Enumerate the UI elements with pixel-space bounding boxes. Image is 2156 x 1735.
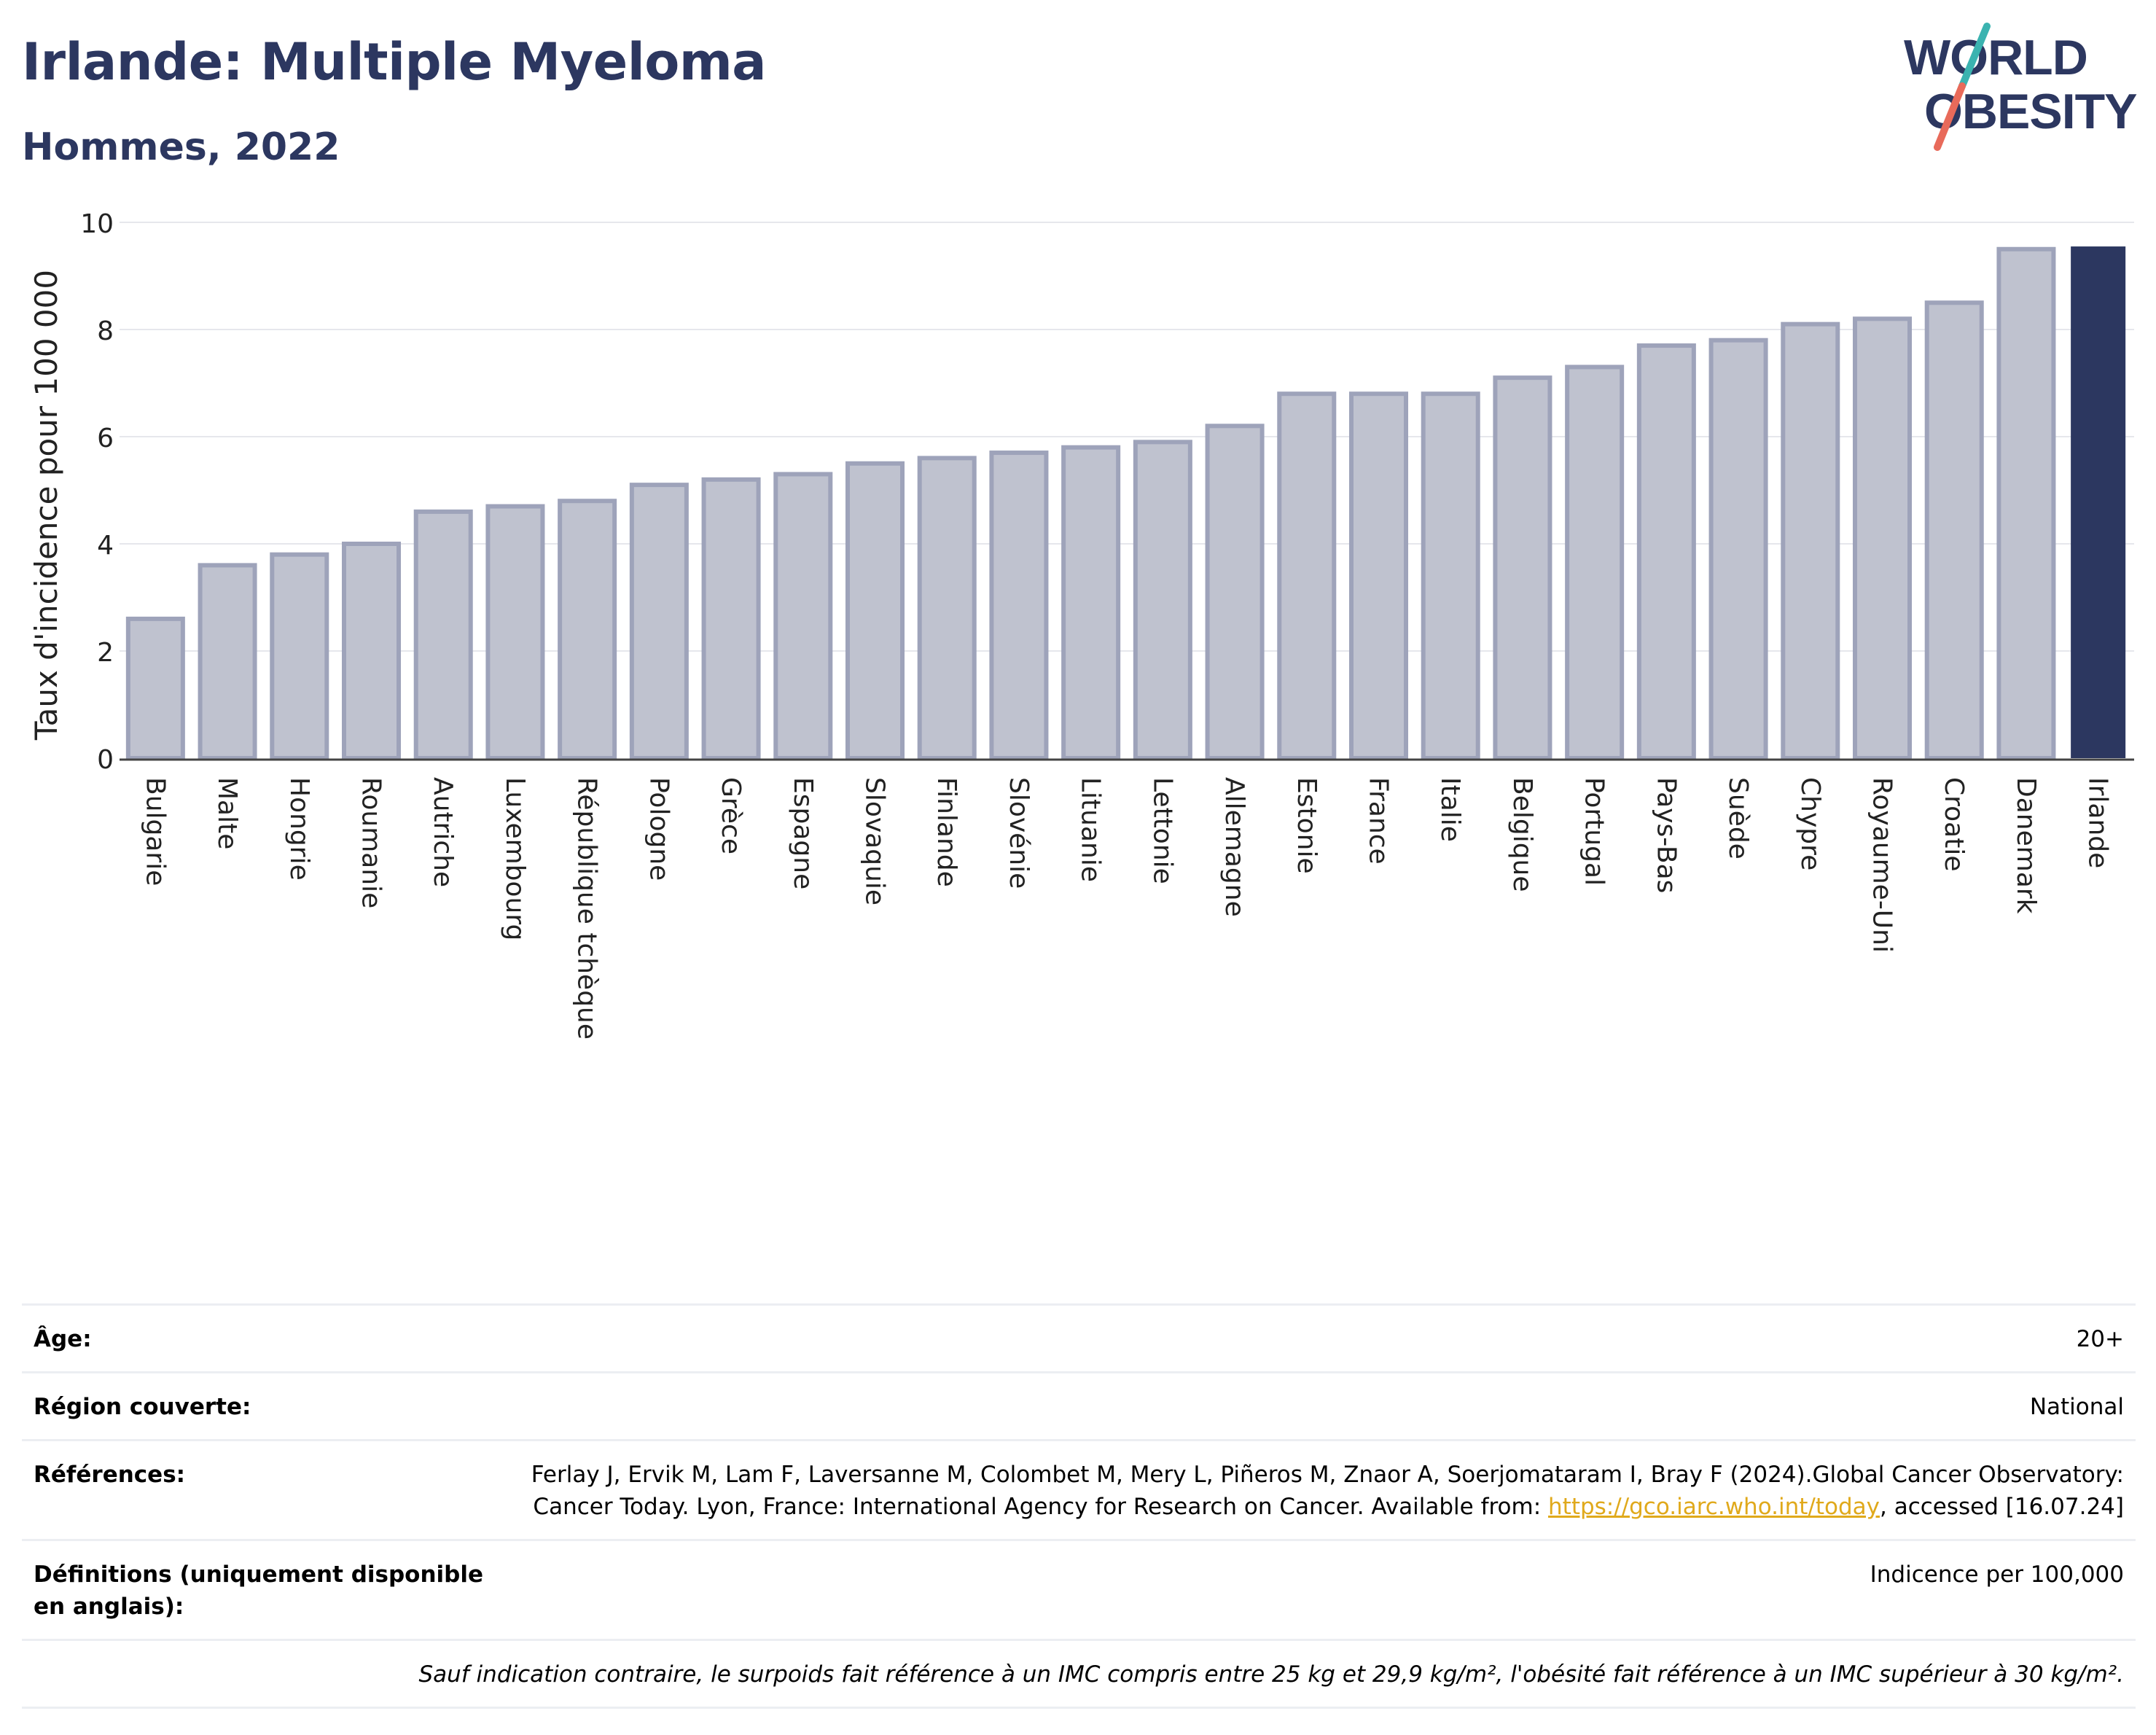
meta-def-value: Indicence per 100,000	[512, 1539, 2136, 1641]
y-tick-label: 0	[97, 745, 114, 775]
meta-region-value: National	[512, 1371, 2136, 1441]
bar-finlande	[917, 456, 977, 760]
bar-irlande	[2071, 246, 2126, 758]
meta-refs-text: Ferlay J, Ervik M, Lam F, Laversanne M, …	[531, 1462, 2124, 1520]
chart-title: Irlande: Multiple Myeloma	[22, 32, 767, 92]
bar-lituanie	[1061, 445, 1121, 760]
x-tick-label: Finlande	[931, 777, 961, 887]
logo-slash-teal	[1958, 23, 1991, 90]
chart-subtitle: Hommes, 2022	[22, 125, 340, 169]
meta-row-region: Région couverte: National	[22, 1371, 2136, 1441]
meta-refs-tail: , accessed [16.07.24]	[1879, 1494, 2124, 1520]
x-tick-label: Danemark	[2011, 777, 2041, 914]
x-tick-label: Pays-Bas	[1651, 777, 1681, 893]
metadata-table: Âge: 20+ Région couverte: National Référ…	[22, 1303, 2136, 1709]
logo-slash-coral	[1934, 82, 1966, 151]
x-tick-label: Hongrie	[284, 777, 314, 881]
bar-hongrie	[270, 552, 329, 760]
meta-row-age: Âge: 20+	[22, 1303, 2136, 1373]
bars	[125, 246, 2126, 761]
x-tick-label: Royaume-Uni	[1867, 777, 1897, 953]
y-tick-label: 10	[80, 209, 114, 239]
y-tick-label: 6	[97, 424, 114, 453]
x-tick-label: France	[1364, 777, 1394, 865]
world-obesity-logo: WORLD OBESITY	[1904, 23, 2138, 151]
meta-age-label: Âge:	[22, 1303, 512, 1373]
bar-pologne	[629, 483, 689, 760]
bar-italie	[1421, 391, 1480, 760]
bar-république-tchèque	[558, 499, 617, 760]
bar-royaume-uni	[1852, 316, 1913, 761]
bar-danemark	[1996, 246, 2056, 760]
x-tick-label: République tchèque	[572, 777, 602, 1040]
bar-grèce	[701, 477, 761, 760]
meta-row-note: Sauf indication contraire, le surpoids f…	[22, 1639, 2136, 1709]
meta-refs-link[interactable]: https://gco.iarc.who.int/today	[1548, 1494, 1880, 1520]
bar-espagne	[773, 472, 833, 760]
x-tick-label: Estonie	[1292, 777, 1321, 874]
meta-region-label: Région couverte:	[22, 1371, 512, 1441]
x-tick-label: Croatie	[1939, 777, 1969, 872]
x-tick-label: Allemagne	[1219, 777, 1249, 917]
bar-allemagne	[1205, 424, 1265, 760]
x-tick-label: Irlande	[2083, 777, 2113, 868]
bar-pays-bas	[1636, 343, 1696, 761]
y-tick-label: 2	[97, 638, 114, 668]
x-tick-label: Chypre	[1795, 777, 1825, 870]
x-tick-label: Lettonie	[1147, 777, 1177, 884]
y-tick-label: 8	[97, 316, 114, 346]
x-tick-label: Roumanie	[356, 777, 386, 908]
bar-roumanie	[341, 542, 402, 760]
bar-portugal	[1565, 364, 1625, 760]
x-tick-label: Malte	[212, 777, 242, 849]
bar-autriche	[413, 509, 473, 760]
x-tick-label: Belgique	[1507, 777, 1537, 892]
meta-refs-value: Ferlay J, Ervik M, Lam F, Laversanne M, …	[512, 1439, 2136, 1541]
x-tick-label: Pologne	[644, 777, 673, 881]
x-tick-label: Italie	[1435, 777, 1465, 842]
x-tick-label: Suède	[1723, 777, 1753, 859]
x-tick-label: Portugal	[1579, 777, 1609, 886]
x-tick-label: Grèce	[716, 777, 746, 854]
bar-slovénie	[989, 451, 1049, 760]
logo-world-text: WORLD	[1904, 30, 2087, 85]
y-tick-label: 4	[97, 531, 114, 561]
bar-slovaquie	[845, 461, 905, 760]
bar-chart: 0 2 4 6 8 10 Bulgarie Malte Hongrie Roumanie Autr…	[28, 209, 2134, 1040]
y-tick-labels: 0 2 4 6 8 10	[80, 209, 114, 775]
bar-lettonie	[1133, 440, 1192, 760]
bar-luxembourg	[485, 504, 545, 760]
x-tick-label: Slovaquie	[860, 777, 890, 905]
x-tick-label: Lituanie	[1076, 777, 1106, 882]
meta-refs-label: Références:	[22, 1439, 512, 1541]
x-tick-label: Slovénie	[1004, 777, 1034, 889]
bar-suède	[1708, 338, 1768, 760]
x-tick-label: Espagne	[788, 777, 818, 889]
meta-def-label: Définitions (uniquement disponible en an…	[22, 1539, 512, 1641]
bar-malte	[198, 563, 257, 761]
y-axis-label: Taux d'incidence pour 100 000	[28, 270, 64, 741]
bar-france	[1348, 391, 1409, 760]
x-tick-labels: Bulgarie Malte Hongrie Roumanie Autriche Luxe…	[140, 777, 2112, 1040]
meta-row-definitions: Définitions (uniquement disponible en an…	[22, 1539, 2136, 1641]
x-tick-label: Autriche	[428, 777, 458, 887]
bar-estonie	[1277, 391, 1337, 760]
x-tick-label: Bulgarie	[140, 777, 170, 886]
bar-belgique	[1493, 375, 1552, 760]
meta-age-value: 20+	[512, 1303, 2136, 1373]
bar-chypre	[1781, 321, 1840, 760]
bar-bulgarie	[125, 616, 185, 761]
meta-row-references: Références: Ferlay J, Ervik M, Lam F, La…	[22, 1439, 2136, 1541]
meta-note: Sauf indication contraire, le surpoids f…	[22, 1639, 2136, 1709]
bar-croatie	[1924, 300, 1984, 760]
x-tick-label: Luxembourg	[500, 777, 530, 940]
